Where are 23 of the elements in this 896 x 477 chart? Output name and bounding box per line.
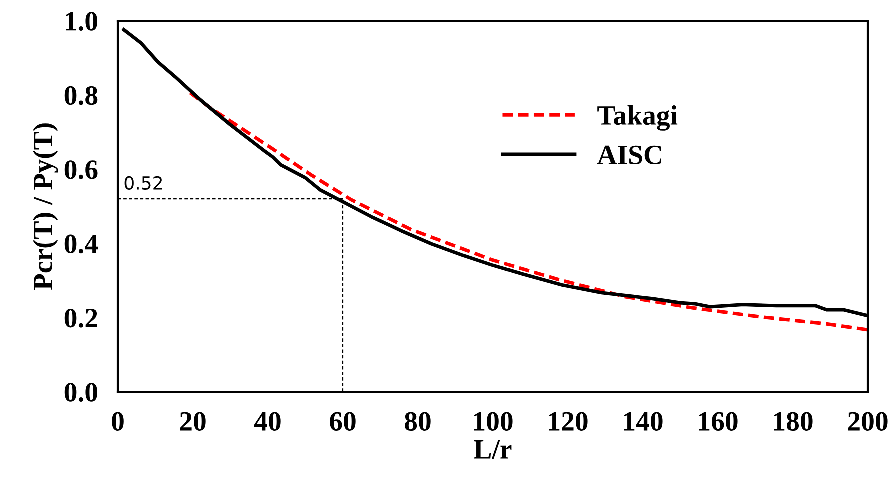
y-axis-title: Pcr(T) / Py(T) <box>33 124 58 290</box>
x-tick-label: 60 <box>330 412 356 431</box>
ref-line-label: 0.52 <box>124 176 162 190</box>
x-tick-label: 120 <box>549 412 588 431</box>
x-tick-label: 100 <box>474 412 513 431</box>
x-tick-label: 80 <box>405 412 431 431</box>
x-tick-label: 0 <box>112 412 124 431</box>
x-tick-label: 200 <box>848 412 888 431</box>
line-series <box>188 91 868 332</box>
y-tick-label: 0.4 <box>64 234 98 254</box>
x-tick-label: 40 <box>254 412 281 431</box>
x-tick-label: 140 <box>624 412 663 431</box>
x-tick-label: 20 <box>180 412 206 431</box>
legend-label: AISC <box>597 146 662 165</box>
y-tick-label: 0.6 <box>64 160 98 180</box>
x-axis-title: L/r <box>474 440 512 459</box>
x-tick-label: 180 <box>774 412 813 431</box>
legend-label: Takagi <box>598 106 678 131</box>
y-tick-label: 0.8 <box>64 86 98 106</box>
y-tick-label: 1.0 <box>66 12 98 32</box>
x-tick-label: 160 <box>699 412 738 431</box>
y-tick-label: 0.2 <box>64 308 98 328</box>
y-tick-label: 0.0 <box>64 383 98 402</box>
